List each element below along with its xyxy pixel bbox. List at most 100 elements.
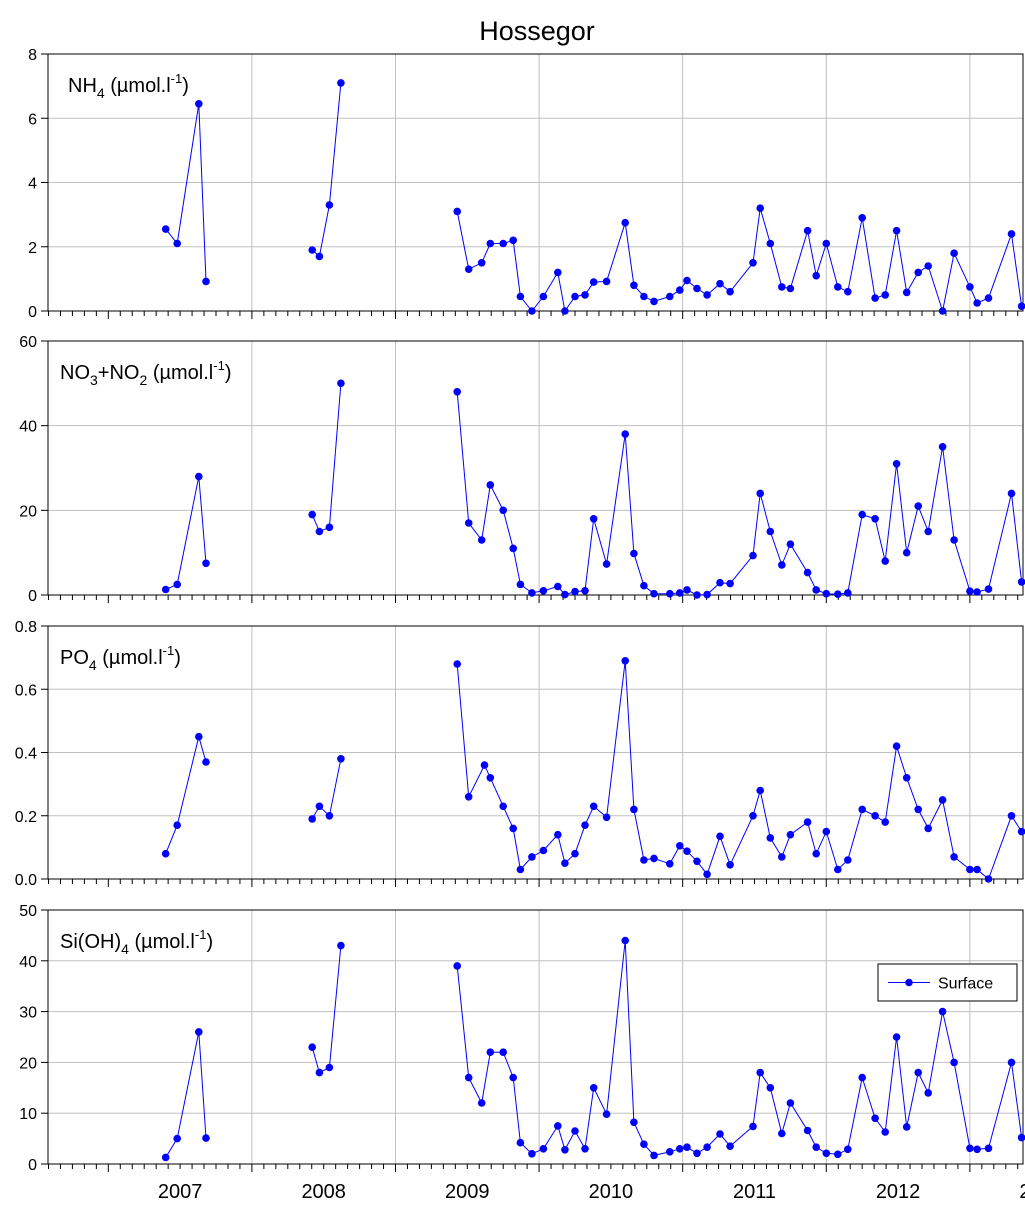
- data-point: [834, 1150, 842, 1159]
- data-point: [881, 291, 889, 299]
- y-tick-label: 0.6: [15, 682, 37, 699]
- data-point: [966, 283, 974, 291]
- data-point: [693, 857, 701, 866]
- data-point: [161, 585, 170, 594]
- label-superscript: -1: [213, 358, 225, 373]
- data-point: [666, 292, 674, 301]
- plot-frame: [47, 625, 1024, 880]
- data-point: [486, 774, 495, 782]
- data-point: [464, 1073, 473, 1082]
- data-point: [822, 1149, 831, 1158]
- data-point: [881, 557, 889, 565]
- data-point: [528, 853, 536, 861]
- data-point: [703, 291, 711, 299]
- data-point: [892, 1033, 901, 1041]
- data-point: [822, 239, 831, 248]
- data-point: [621, 936, 629, 945]
- data-point: [315, 252, 324, 261]
- data-point: [716, 578, 724, 587]
- data-point: [561, 1146, 569, 1154]
- data-point: [858, 805, 866, 814]
- data-point: [973, 299, 981, 307]
- y-tick-label: 20: [19, 1055, 37, 1072]
- label-text: NO: [60, 362, 90, 384]
- data-point: [950, 536, 958, 544]
- data-point: [589, 278, 598, 286]
- data-point: [726, 1142, 734, 1150]
- data-point: [195, 1028, 203, 1036]
- plot-frame: [47, 909, 1024, 1165]
- data-point: [173, 1134, 181, 1143]
- data-point: [938, 307, 947, 315]
- data-point: [499, 1048, 508, 1056]
- data-point: [683, 1143, 691, 1151]
- data-point: [984, 1144, 993, 1153]
- data-point: [528, 589, 536, 597]
- y-tick-label: 8: [28, 47, 37, 64]
- y-tick-label: 0.4: [15, 746, 37, 763]
- data-point: [844, 856, 852, 864]
- data-point: [477, 1099, 486, 1107]
- data-point: [778, 1129, 786, 1138]
- data-point: [571, 292, 579, 301]
- data-point: [561, 307, 569, 315]
- data-point: [571, 849, 579, 858]
- data-point: [499, 802, 508, 811]
- data-point: [822, 827, 831, 836]
- data-point: [640, 856, 648, 864]
- data-point: [726, 287, 734, 296]
- y-tick-label: 0: [28, 304, 37, 321]
- y-tick-label: 2: [28, 240, 37, 257]
- data-point: [703, 1143, 711, 1151]
- label-text: ): [206, 931, 213, 953]
- data-point: [650, 589, 658, 598]
- data-point: [650, 854, 658, 863]
- data-point: [902, 1123, 911, 1131]
- data-point: [539, 846, 548, 855]
- data-point: [325, 523, 334, 532]
- data-point: [756, 204, 764, 212]
- data-point: [822, 589, 831, 598]
- data-point: [812, 271, 820, 280]
- data-point: [621, 657, 629, 665]
- y-tick-label: 0.0: [15, 872, 37, 889]
- data-point: [173, 239, 181, 248]
- data-point: [581, 587, 589, 595]
- data-point: [786, 284, 795, 293]
- label-subscript: 4: [89, 657, 97, 673]
- data-point: [650, 1151, 658, 1160]
- data-point: [871, 515, 879, 523]
- data-point: [693, 284, 701, 293]
- data-point: [486, 239, 495, 248]
- data-point: [337, 941, 345, 950]
- data-point: [844, 589, 852, 597]
- data-point: [812, 1143, 820, 1151]
- data-point: [509, 544, 517, 553]
- data-point: [195, 472, 203, 481]
- y-tick-label: 40: [19, 419, 37, 436]
- data-point: [509, 1073, 517, 1082]
- series-line: [165, 1031, 207, 1158]
- data-point: [950, 853, 958, 861]
- data-point: [486, 1048, 495, 1056]
- data-point: [161, 225, 170, 233]
- label-text: (µmol.l: [105, 75, 171, 97]
- data-point: [749, 812, 757, 820]
- data-point: [950, 249, 958, 257]
- data-point: [1017, 578, 1025, 586]
- data-point: [589, 802, 598, 811]
- series-line: [456, 940, 1023, 1156]
- data-point: [676, 589, 684, 597]
- data-point: [528, 307, 536, 315]
- x-tick-label: 2007: [158, 1181, 203, 1201]
- data-point: [630, 1118, 638, 1127]
- data-point: [902, 288, 911, 297]
- data-point: [914, 1068, 922, 1077]
- label-text: ): [174, 647, 181, 669]
- data-point: [902, 774, 911, 782]
- data-point: [337, 755, 345, 763]
- data-point: [1007, 1058, 1016, 1067]
- data-point: [803, 1126, 812, 1135]
- data-point: [561, 590, 569, 599]
